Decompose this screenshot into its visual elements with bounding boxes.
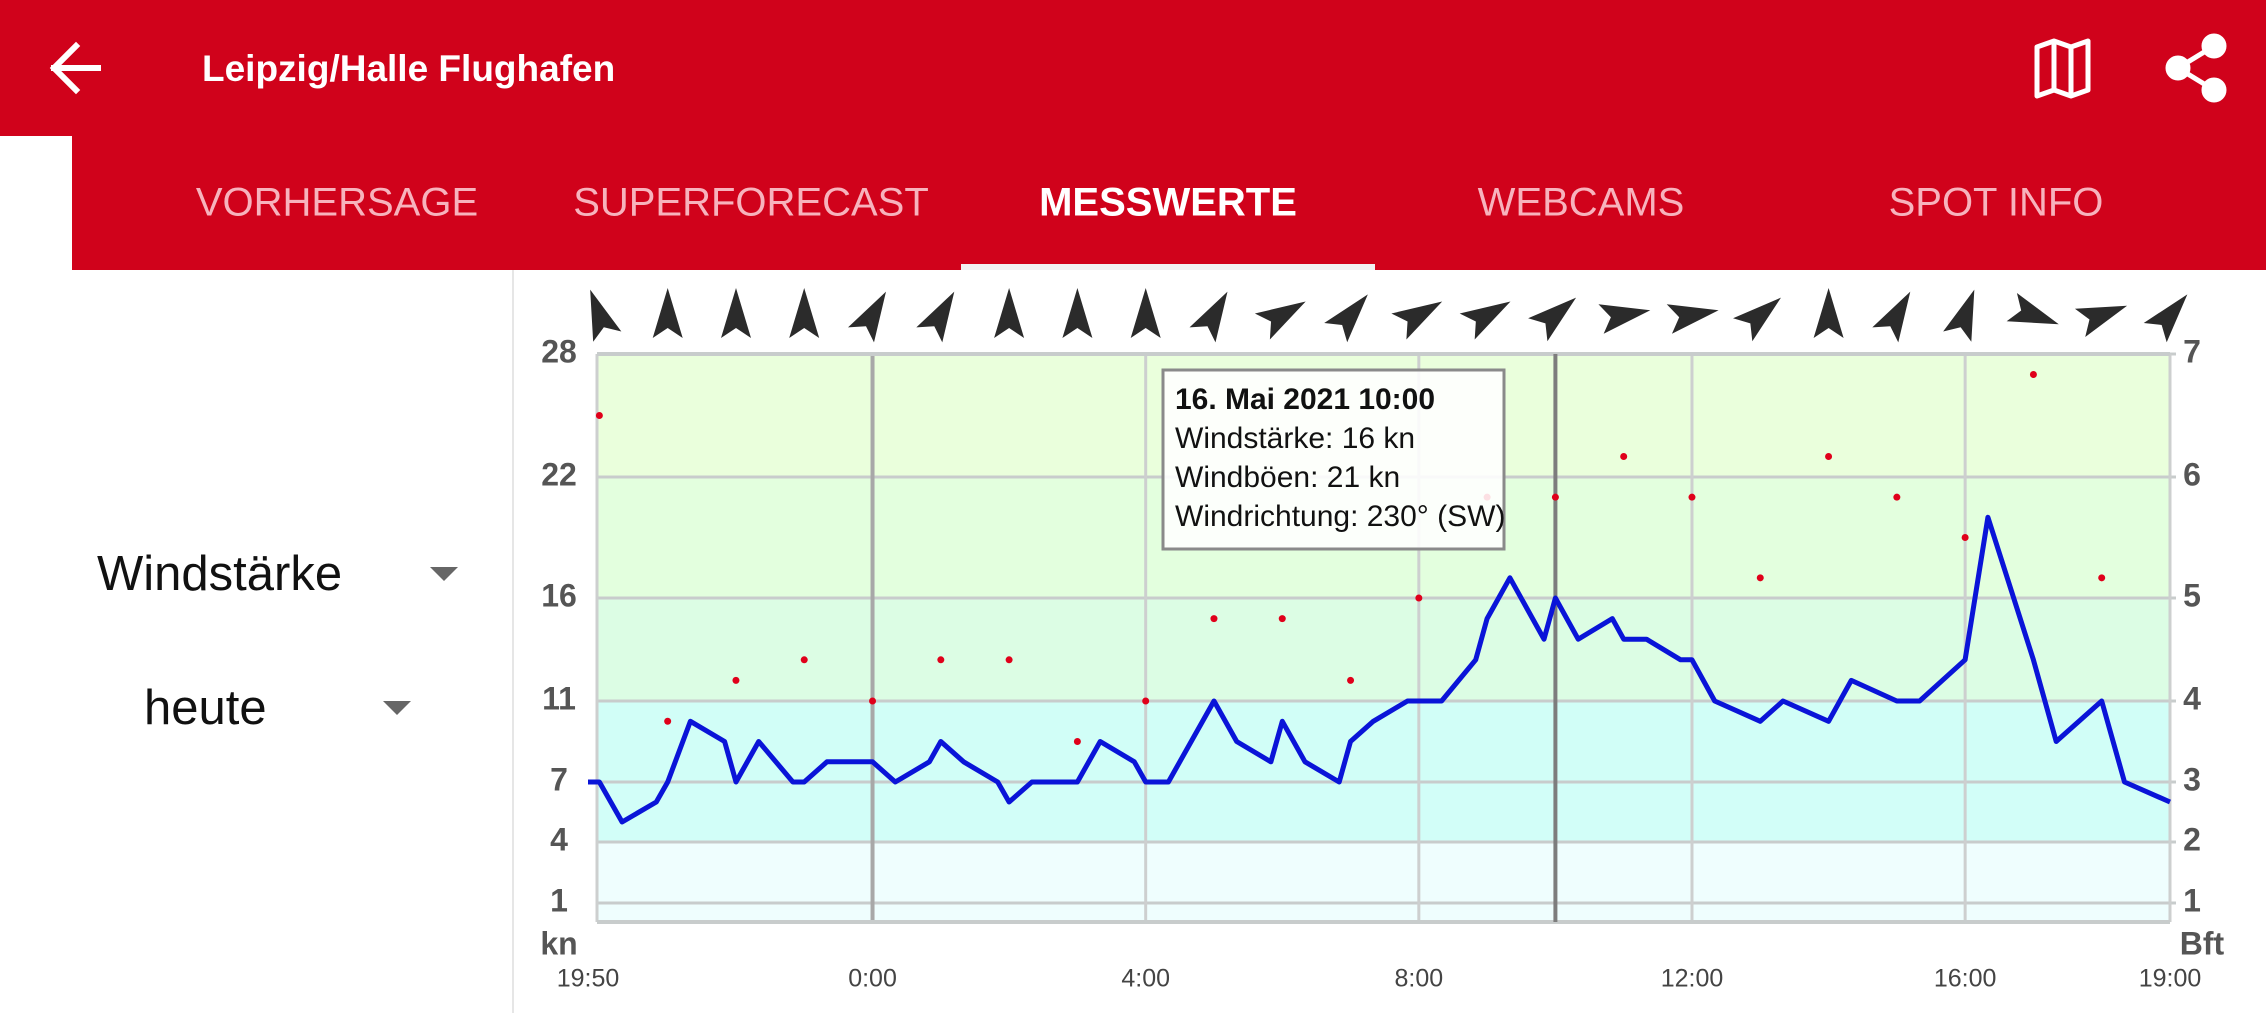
tab[interactable]: MESSWERTE bbox=[1039, 181, 1297, 225]
gust-dot bbox=[1005, 656, 1013, 664]
x-tick-label: 12:00 bbox=[1661, 965, 1724, 993]
wind-arrow bbox=[2006, 293, 2059, 325]
wind-speed-line bbox=[588, 514, 2172, 825]
x-tick-label: 16:00 bbox=[1934, 965, 1997, 993]
tooltip-line: 16. Mai 2021 10:00 bbox=[1175, 383, 1435, 416]
gust-dot bbox=[937, 656, 945, 664]
tooltip-line: Windböen: 21 kn bbox=[1175, 461, 1400, 494]
wind-arrow bbox=[1666, 304, 1719, 334]
back-button[interactable] bbox=[49, 41, 101, 95]
wind-arrow bbox=[1872, 291, 1911, 343]
measure-select[interactable]: Windstärke bbox=[97, 547, 342, 601]
y-tick-label: 1 bbox=[550, 882, 568, 918]
wind-arrow bbox=[1598, 304, 1651, 334]
wind-arrow bbox=[1391, 301, 1443, 340]
wind-arrow bbox=[590, 289, 622, 342]
wind-arrow bbox=[1733, 297, 1781, 342]
y-tick-label: 11 bbox=[542, 680, 576, 716]
y-axis-label: kn bbox=[540, 925, 577, 961]
y2-tick-label: 7 bbox=[2183, 333, 2201, 369]
share-button[interactable] bbox=[2165, 33, 2227, 103]
y-tick-label: 16 bbox=[541, 577, 577, 613]
x-tick-label: 19:50 bbox=[557, 965, 620, 993]
y2-tick-label: 1 bbox=[2183, 882, 2201, 918]
x-tick-label: 4:00 bbox=[1121, 965, 1170, 993]
wind-arrow bbox=[916, 291, 955, 343]
wind-arrow bbox=[1189, 291, 1228, 343]
dropdown-icon[interactable] bbox=[430, 567, 458, 581]
gust-dot bbox=[1073, 738, 1081, 745]
gust-dot bbox=[1825, 453, 1833, 460]
wind-arrow bbox=[1130, 288, 1161, 338]
y-tick-label: 28 bbox=[541, 333, 577, 369]
gust-dot bbox=[1688, 493, 1696, 501]
gust-dot bbox=[869, 697, 877, 705]
tab[interactable]: VORHERSAGE bbox=[196, 181, 478, 225]
wind-arrow bbox=[721, 288, 751, 338]
wind-arrow bbox=[1813, 288, 1844, 338]
dropdown-icon[interactable] bbox=[383, 701, 411, 715]
y2-axis-label: Bft bbox=[2180, 925, 2225, 961]
x-tick-label: 19:00 bbox=[2139, 965, 2202, 993]
wind-arrow bbox=[1254, 301, 1306, 340]
wind-arrow bbox=[2074, 305, 2128, 337]
y2-tick-label: 2 bbox=[2183, 821, 2201, 857]
scale-band bbox=[597, 598, 2170, 701]
gust-dot bbox=[1278, 615, 1286, 623]
gust-dot bbox=[732, 676, 740, 684]
y2-tick-label: 3 bbox=[2183, 761, 2201, 797]
y-tick-label: 22 bbox=[541, 456, 577, 492]
screen-title: Leipzig/Halle Flughafen bbox=[202, 48, 615, 89]
tooltip-box bbox=[1161, 368, 1506, 551]
wind-arrow bbox=[1528, 297, 1577, 342]
period-select[interactable]: heute bbox=[144, 681, 267, 735]
y2-tick-label: 6 bbox=[2183, 456, 2201, 492]
gust-dot bbox=[2029, 371, 2037, 378]
tab[interactable]: WEBCAMS bbox=[1478, 181, 1685, 225]
gust-dot bbox=[1620, 453, 1628, 460]
wind-arrow bbox=[1324, 294, 1368, 343]
x-tick-label: 8:00 bbox=[1394, 965, 1443, 993]
gust-dot bbox=[800, 656, 808, 664]
tooltip-line: Windrichtung: 230° (SW) bbox=[1175, 500, 1505, 533]
wind-arrow bbox=[1943, 289, 1975, 342]
app-bar bbox=[0, 0, 2266, 136]
gust-dot bbox=[1893, 493, 1901, 501]
y2-tick-label: 5 bbox=[2183, 577, 2201, 613]
gust-dot bbox=[1142, 697, 1150, 705]
tab-indicator bbox=[961, 264, 1375, 270]
y-tick-label: 7 bbox=[550, 761, 568, 797]
gust-dot bbox=[1551, 493, 1559, 501]
wind-arrow bbox=[789, 288, 820, 338]
gust-dot bbox=[2098, 574, 2106, 582]
wind-arrow bbox=[994, 288, 1025, 338]
map-button[interactable] bbox=[2034, 38, 2091, 99]
gust-dot bbox=[595, 412, 603, 419]
y-tick-label: 4 bbox=[550, 821, 568, 857]
scale-band bbox=[597, 842, 2170, 922]
scale-band bbox=[597, 782, 2170, 842]
tab-bar bbox=[72, 130, 2266, 270]
wind-arrow bbox=[1062, 288, 1093, 338]
wind-arrow bbox=[848, 291, 886, 343]
tooltip-line: Windstärke: 16 kn bbox=[1175, 422, 1415, 455]
gust-dot bbox=[1415, 594, 1423, 602]
gust-dot bbox=[1347, 676, 1355, 684]
wind-arrow bbox=[652, 288, 683, 338]
x-tick-label: 0:00 bbox=[848, 965, 897, 993]
wind-arrow bbox=[2143, 294, 2188, 343]
tab[interactable]: SPOT INFO bbox=[1889, 181, 2104, 225]
gust-dot bbox=[1961, 534, 1969, 541]
gust-dot bbox=[664, 717, 672, 725]
gust-dot bbox=[1756, 574, 1764, 582]
chart: 1 4 7 11 16 22 28 1 2 3 4 5 6 7 kn Bft 19:50 0:00 4:00 8:00… bbox=[540, 288, 2225, 993]
gust-dot bbox=[1210, 615, 1218, 623]
y2-tick-label: 4 bbox=[2183, 680, 2201, 716]
wind-arrow bbox=[1459, 301, 1511, 340]
tab[interactable]: SUPERFORECAST bbox=[573, 181, 929, 225]
